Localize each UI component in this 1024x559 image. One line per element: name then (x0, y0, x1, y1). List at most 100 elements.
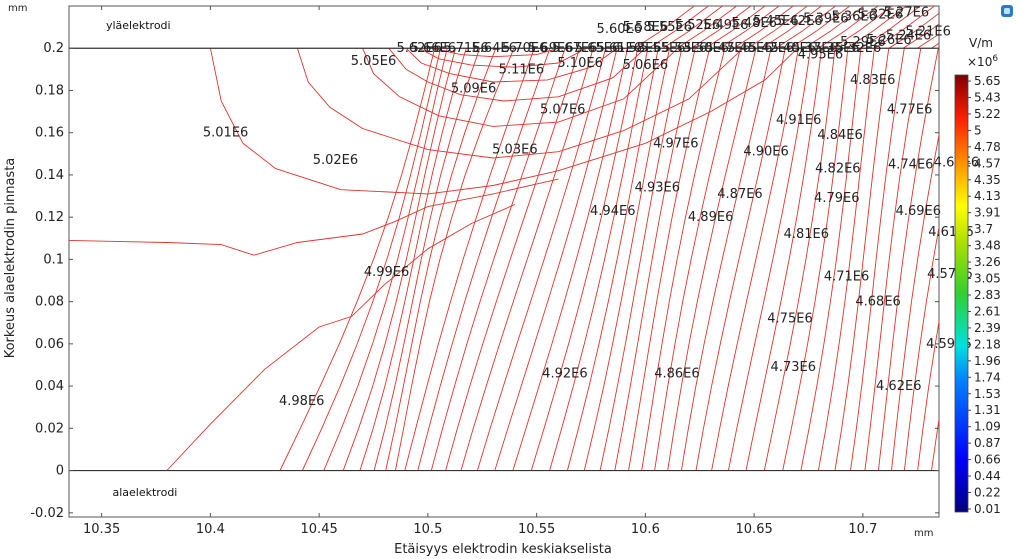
contour-line (620, 48, 711, 471)
contour-value-label: 5.06E6 (623, 58, 668, 73)
contour-value-label: 5.67E6 (552, 41, 597, 56)
colorbar-tick-label: 0.44 (974, 469, 1001, 483)
contour-value-label: 4.89E6 (688, 210, 733, 225)
colorbar-tick-label: 5 (974, 123, 982, 137)
contour-value-label: 5.05E6 (351, 54, 396, 69)
contour-value-label: 4.74E6 (888, 157, 933, 172)
contour-line (432, 47, 559, 58)
electrode-annotation: alaelektrodi (113, 486, 178, 499)
contour-line (418, 47, 587, 68)
contour-line (557, 48, 659, 471)
contour-value-label: 5.53E6 (662, 41, 707, 56)
y-tick-label: 0.08 (35, 295, 64, 310)
contour-line (902, 224, 939, 471)
x-tick-label: 10.65 (736, 522, 773, 537)
colorbar-tick-label: 2.83 (974, 288, 1001, 302)
contour-value-label: 5.32E6 (836, 41, 881, 56)
settings-icon[interactable] (1001, 5, 1013, 17)
contour-value-label: 5.01E6 (203, 126, 248, 141)
contour-line (808, 48, 875, 471)
contour-value-label: 5.03E6 (492, 143, 537, 158)
contour-line (690, 6, 752, 49)
contour-value-label: 4.95E6 (798, 48, 843, 63)
y-axis: -0.02 0 0.02 0.04 0.06 0.08 0.1 0.12 0.14 0.16 0.1… (30, 41, 939, 521)
contour-line (917, 319, 939, 471)
colorbar-tick-label: 4.78 (974, 140, 1001, 154)
y-tick-label: 0.16 (35, 126, 64, 141)
contour-line (445, 48, 581, 471)
x-unit-label: mm (914, 528, 933, 539)
contour-value-label: 4.87E6 (717, 187, 762, 202)
contour-line (839, 48, 905, 471)
contour-line (733, 6, 794, 49)
contour-value-label: 4.62E6 (876, 379, 921, 394)
contour-line (635, 48, 726, 471)
contour-value-label: 5.58E6 (623, 20, 668, 35)
contour-line (588, 48, 683, 471)
colorbar-tick-label: 4.57 (974, 156, 1001, 170)
contour-value-label: 5.27E6 (884, 5, 929, 20)
colorbar-tick-label: 2.61 (974, 304, 1001, 318)
colorbar-tick-label: 3.48 (974, 239, 1001, 253)
colorbar-tick-label: 1.09 (974, 420, 1001, 434)
contour-line (291, 48, 442, 471)
contour-value-label: 4.84E6 (817, 128, 862, 143)
y-tick-label: 0.06 (35, 337, 64, 352)
y-unit-label: mm (8, 3, 27, 14)
electrode-lines (69, 47, 939, 472)
colorbar-tick-label: 4.35 (974, 173, 1001, 187)
plot-area (68, 5, 940, 518)
contour-value-label: 4.73E6 (771, 360, 816, 375)
contour-value-label: 5.35E6 (814, 41, 859, 56)
contour-line (648, 6, 710, 49)
contour-value-label: 5.71E6 (443, 41, 488, 56)
contour-line (662, 6, 724, 49)
contour-value-label: 5.11E6 (499, 62, 544, 77)
contour-value-label: 5.64E6 (471, 41, 516, 56)
colorbar-tick-label: 3.05 (974, 272, 1001, 286)
contour-value-label: 4.86E6 (654, 366, 699, 381)
contour-value-label: 4.75E6 (767, 312, 812, 327)
contour-value-label: 5.66E6 (411, 41, 456, 56)
contour-value-label: 5.42E6 (749, 41, 794, 56)
colorbar-tick-label: 0.22 (974, 486, 1001, 500)
y-tick-label: 0.2 (43, 41, 64, 56)
contour-value-label: 4.90E6 (743, 145, 788, 160)
contour-line (745, 48, 823, 471)
contour-value-label: 5.10E6 (557, 56, 602, 71)
contour-value-label: 5.39E6 (803, 12, 848, 27)
contour-value-label: 5.29E6 (840, 35, 885, 50)
contour-line (803, 6, 865, 49)
contour-value-label: 5.40E6 (771, 41, 816, 56)
contour-value-label: 5.02E6 (313, 153, 358, 168)
contour-line (667, 48, 757, 471)
contour-line (789, 6, 851, 49)
colorbar-tick-label: 1.31 (974, 403, 1001, 417)
contour-line (860, 6, 922, 49)
contour-line (711, 48, 799, 471)
contour-value-label: 5.69E6 (528, 41, 573, 56)
contour-value-label: 4.82E6 (815, 162, 860, 177)
y-tick-label: 0.04 (35, 379, 64, 394)
colorbar-ticks: 5.65 5.43 5.22 5 4.78 4.57 4.35 4.13 3.91 3.7 3.48… (968, 74, 1001, 516)
contour-line (541, 48, 649, 471)
contour-value-label: 5.49E6 (703, 18, 748, 33)
colorbar-tick-label: 5.43 (974, 90, 1001, 104)
contour-value-label: 5.58E6 (616, 41, 661, 56)
colorbar-tick-label: 3.91 (974, 206, 1001, 220)
contour-line (362, 47, 679, 127)
contour-line (634, 6, 695, 49)
y-tick-label: 0 (56, 464, 64, 479)
contour-value-label: 5.52E6 (675, 18, 720, 33)
contour-line (651, 48, 741, 471)
contour-line (306, 48, 448, 471)
contour-value-label: 5.47E6 (705, 41, 750, 56)
contour-value-label: 5.55E6 (640, 41, 685, 56)
contour-value-label: 5.32E6 (858, 7, 903, 22)
y-tick-label: 0.02 (35, 421, 64, 436)
contour-value-label: 5.09E6 (451, 81, 496, 96)
contour-line (832, 6, 893, 49)
contour-line (526, 48, 639, 471)
colorbar-tick-label: 5.22 (974, 107, 1001, 121)
